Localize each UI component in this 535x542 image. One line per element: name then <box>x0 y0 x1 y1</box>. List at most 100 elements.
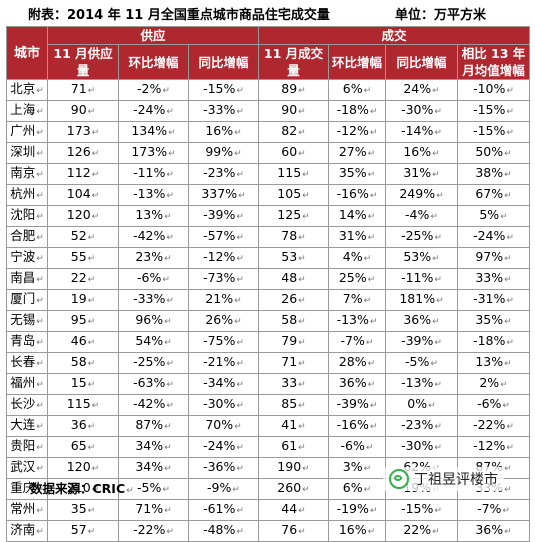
value-cell: -13%↵ <box>385 373 458 395</box>
paragraph-mark: ↵ <box>36 317 44 327</box>
cell-text: -30% <box>401 438 434 453</box>
value-cell: 36%↵ <box>328 373 386 395</box>
cell-text: 260 <box>277 480 302 495</box>
cell-text: 7% <box>342 291 363 306</box>
value-cell: 34%↵ <box>118 457 189 479</box>
paragraph-mark: ↵ <box>91 212 100 222</box>
cell-text: 58 <box>70 354 87 369</box>
cell-text: 105 <box>277 186 302 201</box>
cell-text: 115 <box>66 396 91 411</box>
cell-text: 99% <box>205 144 234 159</box>
paragraph-mark: ↵ <box>428 401 436 411</box>
paragraph-mark: ↵ <box>87 107 96 117</box>
cell-text: 181% <box>399 291 436 306</box>
paragraph-mark: ↵ <box>236 254 244 264</box>
paragraph-mark: ↵ <box>162 485 170 495</box>
value-cell: 87%↵ <box>118 415 189 437</box>
paragraph-mark: ↵ <box>369 107 378 117</box>
paragraph-mark: ↵ <box>434 128 442 138</box>
paragraph-mark: ↵ <box>87 527 96 537</box>
cell-text: 71 <box>70 81 87 96</box>
paragraph-mark: ↵ <box>430 359 438 369</box>
table-row: 济南↵ 57↵ -22%↵ -48%↵ 76↵ 16%↵ 22%↵ 36%↵ <box>6 520 531 542</box>
cell-text: -25% <box>401 228 434 243</box>
paragraph-mark: ↵ <box>506 128 514 138</box>
paragraph-mark: ↵ <box>298 233 306 243</box>
value-cell: 31%↵ <box>328 226 386 248</box>
value-cell: -6%↵ <box>328 436 386 458</box>
paragraph-mark: ↵ <box>302 170 310 180</box>
paragraph-mark: ↵ <box>504 527 512 537</box>
table-row: 无锡↵ 95↵ 96%↵ 26%↵ 58↵ -13%↵ 36%↵ 35%↵ <box>6 310 531 332</box>
cell-text: 33 <box>281 375 298 390</box>
cell-text: 24% <box>403 81 432 96</box>
cell-text: 82 <box>281 123 298 138</box>
housing-table: 城市 供应 成交 11 月供应量 环比增幅 同比增幅 11 月成交量 环比增幅 … <box>6 26 531 542</box>
paragraph-mark: ↵ <box>302 212 310 222</box>
paragraph-mark: ↵ <box>432 86 440 96</box>
paragraph-mark: ↵ <box>504 149 512 159</box>
cell-text: -61% <box>203 501 236 516</box>
value-cell: 25%↵ <box>328 268 386 290</box>
value-cell: 104↵ <box>47 184 119 206</box>
value-cell: 26%↵ <box>188 310 259 332</box>
value-cell: 260↵ <box>258 478 329 500</box>
value-cell: 181%↵ <box>385 289 458 311</box>
value-cell: -15%↵ <box>456 100 531 122</box>
value-cell: 3%↵ <box>328 457 386 479</box>
cell-text: 55 <box>70 249 87 264</box>
paragraph-mark: ↵ <box>363 254 372 264</box>
paragraph-mark: ↵ <box>298 443 306 453</box>
cell-text: -12% <box>336 123 369 138</box>
paragraph-mark: ↵ <box>298 527 306 537</box>
cell-text: -22% <box>473 417 506 432</box>
value-cell: 13%↵ <box>118 205 189 227</box>
paragraph-mark: ↵ <box>506 422 514 432</box>
cell-text: 福州 <box>10 375 36 390</box>
value-cell: 90↵ <box>258 100 329 122</box>
cell-text: 大连 <box>10 417 36 432</box>
value-cell: -42%↵ <box>118 226 189 248</box>
paragraph-mark: ↵ <box>168 128 176 138</box>
paragraph-mark: ↵ <box>164 338 172 348</box>
value-cell: 210↵ <box>47 478 119 500</box>
cell-text: 常州 <box>10 501 36 516</box>
value-cell: -36%↵ <box>188 457 259 479</box>
value-cell: 97%↵ <box>456 247 531 269</box>
paragraph-mark: ↵ <box>36 128 44 138</box>
city-cell: 青岛↵ <box>6 331 48 353</box>
cell-text: 贵阳 <box>10 438 36 453</box>
value-cell: -73%↵ <box>188 268 259 290</box>
city-cell: 福州↵ <box>6 373 48 395</box>
value-cell: 36%↵ <box>456 520 531 542</box>
cell-text: -19% <box>336 501 369 516</box>
cell-text: 13% <box>475 354 504 369</box>
cell-text: -33% <box>133 291 166 306</box>
table-header: 城市 供应 成交 11 月供应量 环比增幅 同比增幅 11 月成交量 环比增幅 … <box>6 26 531 80</box>
value-cell: -39%↵ <box>385 331 458 353</box>
value-cell: 71↵ <box>258 352 329 374</box>
cell-text: 厦门 <box>10 291 36 306</box>
cell-text: -23% <box>401 417 434 432</box>
value-cell: -75%↵ <box>188 331 259 353</box>
value-cell: 57↵ <box>47 520 119 542</box>
paragraph-mark: ↵ <box>504 485 512 495</box>
paragraph-mark: ↵ <box>91 464 100 474</box>
cell-text: 125 <box>277 207 302 222</box>
paragraph-mark: ↵ <box>434 275 442 285</box>
cell-text: 53% <box>403 249 432 264</box>
value-cell: -22%↵ <box>456 415 531 437</box>
city-cell: 常州↵ <box>6 499 48 521</box>
value-cell: -18%↵ <box>456 331 531 353</box>
cell-text: 38% <box>475 165 504 180</box>
cell-text: -42% <box>133 396 166 411</box>
value-cell: -21%↵ <box>188 352 259 374</box>
cell-text: -33% <box>203 102 236 117</box>
paragraph-mark: ↵ <box>302 485 310 495</box>
value-cell: 115↵ <box>47 394 119 416</box>
paragraph-mark: ↵ <box>87 380 96 390</box>
cell-text: -16% <box>336 417 369 432</box>
cell-text: 16% <box>403 144 432 159</box>
paragraph-mark: ↵ <box>430 212 438 222</box>
paragraph-mark: ↵ <box>500 380 508 390</box>
